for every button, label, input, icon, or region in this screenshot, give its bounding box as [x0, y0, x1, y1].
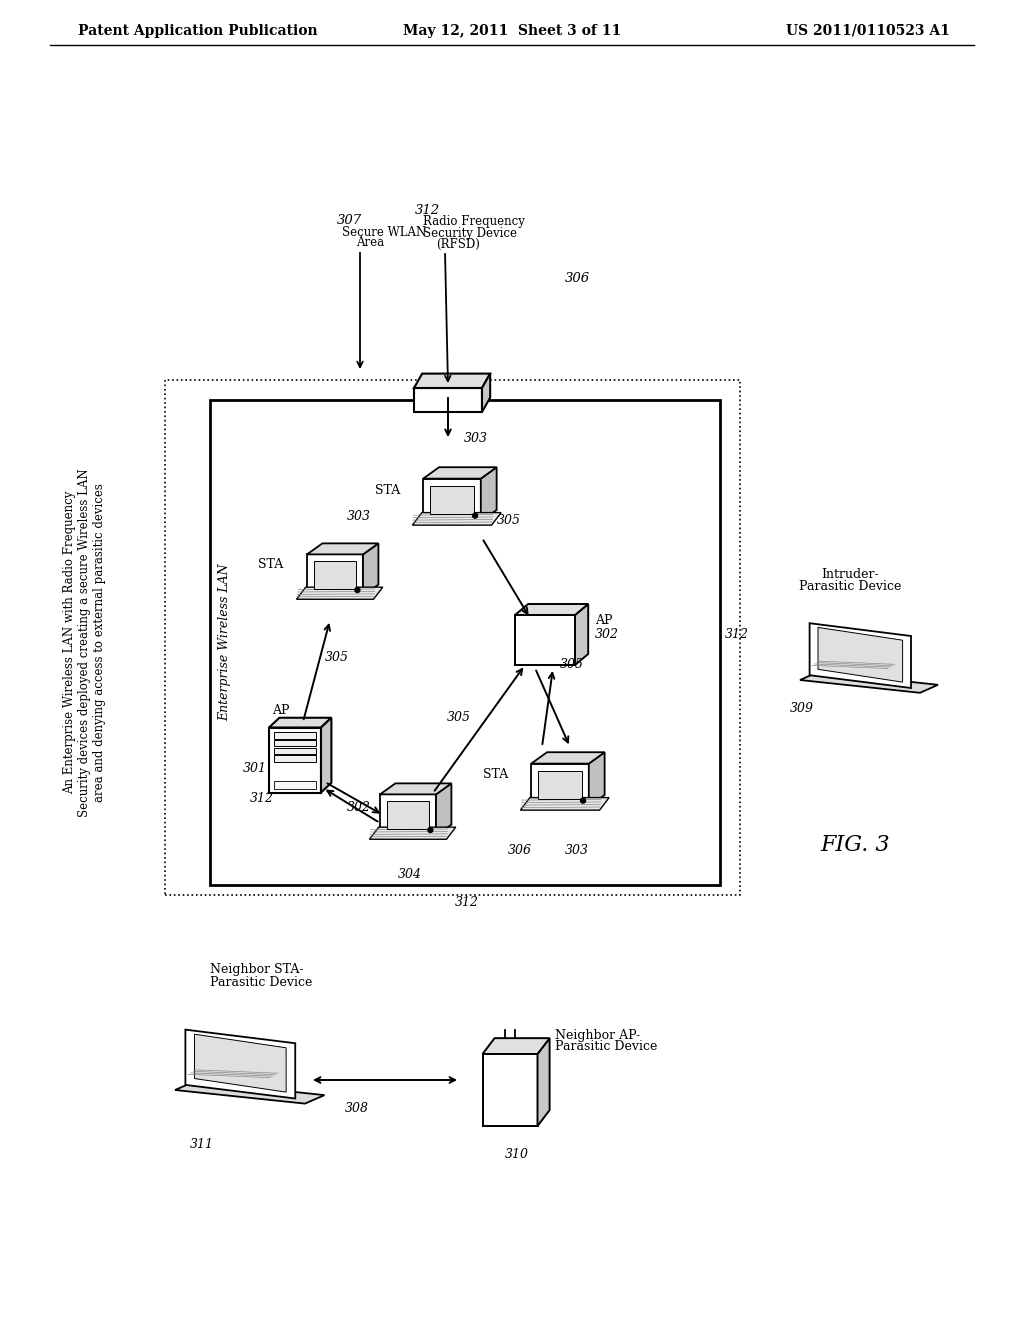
Polygon shape — [269, 727, 321, 792]
Text: STA: STA — [258, 558, 283, 572]
Polygon shape — [269, 718, 332, 727]
Text: Area: Area — [356, 236, 384, 249]
Circle shape — [581, 799, 586, 803]
Text: FIG. 3: FIG. 3 — [820, 834, 890, 855]
Text: 302: 302 — [346, 801, 371, 814]
Text: AP: AP — [272, 704, 290, 717]
Text: 303: 303 — [565, 843, 589, 857]
Text: Parasitic Device: Parasitic Device — [555, 1040, 657, 1053]
Text: 303: 303 — [347, 511, 371, 524]
Polygon shape — [482, 374, 490, 412]
Polygon shape — [810, 623, 911, 688]
Text: (RFSD): (RFSD) — [436, 238, 480, 251]
Text: 306: 306 — [565, 272, 590, 285]
Text: Secure WLAN: Secure WLAN — [342, 226, 426, 239]
Polygon shape — [531, 764, 589, 807]
Polygon shape — [321, 718, 332, 792]
Text: 312: 312 — [725, 628, 749, 642]
Circle shape — [472, 513, 477, 519]
Polygon shape — [436, 783, 452, 836]
Text: STA: STA — [482, 768, 508, 781]
Text: 312: 312 — [415, 203, 440, 216]
Polygon shape — [195, 1034, 286, 1092]
Polygon shape — [539, 771, 582, 799]
Text: Parasitic Device: Parasitic Device — [799, 581, 901, 594]
Text: Neighbor STA-: Neighbor STA- — [210, 964, 303, 977]
Polygon shape — [481, 467, 497, 521]
Polygon shape — [414, 374, 490, 388]
Text: Parasitic Device: Parasitic Device — [210, 975, 312, 989]
Polygon shape — [482, 1038, 550, 1053]
Text: Security Device: Security Device — [423, 227, 517, 239]
Text: Patent Application Publication: Patent Application Publication — [78, 24, 317, 38]
Polygon shape — [274, 747, 316, 754]
Polygon shape — [589, 752, 604, 807]
Text: 305: 305 — [446, 711, 470, 723]
Text: Radio Frequency: Radio Frequency — [423, 215, 525, 228]
Polygon shape — [175, 1081, 325, 1104]
Text: 304: 304 — [398, 869, 422, 882]
Polygon shape — [274, 739, 316, 746]
Text: STA: STA — [375, 483, 400, 496]
Polygon shape — [362, 544, 379, 595]
Text: 303: 303 — [464, 432, 488, 445]
Text: 306: 306 — [508, 843, 532, 857]
Polygon shape — [307, 554, 362, 595]
Polygon shape — [314, 561, 356, 589]
Polygon shape — [423, 467, 497, 479]
Text: 312: 312 — [455, 896, 479, 909]
Text: US 2011/0110523 A1: US 2011/0110523 A1 — [786, 24, 950, 38]
Circle shape — [428, 828, 433, 833]
Text: 311: 311 — [190, 1138, 214, 1151]
Circle shape — [355, 587, 359, 593]
Polygon shape — [515, 615, 575, 665]
Text: 305: 305 — [497, 513, 521, 527]
Text: Enterprise Wireless LAN: Enterprise Wireless LAN — [218, 564, 231, 721]
Text: May 12, 2011  Sheet 3 of 11: May 12, 2011 Sheet 3 of 11 — [402, 24, 622, 38]
Text: 305: 305 — [560, 659, 584, 672]
Polygon shape — [430, 486, 473, 515]
Polygon shape — [297, 587, 383, 599]
Polygon shape — [482, 1053, 538, 1126]
Polygon shape — [423, 479, 481, 521]
Text: 310: 310 — [505, 1148, 529, 1162]
Polygon shape — [370, 828, 456, 840]
Polygon shape — [274, 733, 316, 739]
Text: 312: 312 — [250, 792, 274, 804]
Polygon shape — [800, 672, 938, 693]
Polygon shape — [575, 605, 588, 665]
Polygon shape — [515, 605, 588, 615]
Text: An Enterprise Wireless LAN with Radio Frequency
Security devices deployed creati: An Enterprise Wireless LAN with Radio Fr… — [63, 469, 106, 817]
Text: 302: 302 — [595, 628, 618, 642]
Text: Intruder-: Intruder- — [821, 569, 879, 582]
Polygon shape — [818, 627, 902, 682]
Text: 309: 309 — [790, 701, 814, 714]
Text: 301: 301 — [243, 762, 267, 775]
Text: 308: 308 — [345, 1101, 369, 1114]
Text: Neighbor AP-: Neighbor AP- — [555, 1028, 640, 1041]
Polygon shape — [531, 752, 604, 764]
Text: 307: 307 — [337, 214, 362, 227]
Polygon shape — [274, 780, 316, 788]
Text: 305: 305 — [325, 651, 349, 664]
Polygon shape — [380, 783, 452, 795]
Polygon shape — [387, 801, 429, 829]
Polygon shape — [520, 797, 609, 810]
Polygon shape — [185, 1030, 295, 1098]
Polygon shape — [413, 512, 501, 525]
Polygon shape — [274, 755, 316, 762]
Text: AP: AP — [595, 614, 612, 627]
Polygon shape — [380, 795, 436, 836]
Polygon shape — [307, 544, 379, 554]
Polygon shape — [538, 1038, 550, 1126]
Polygon shape — [414, 388, 482, 412]
